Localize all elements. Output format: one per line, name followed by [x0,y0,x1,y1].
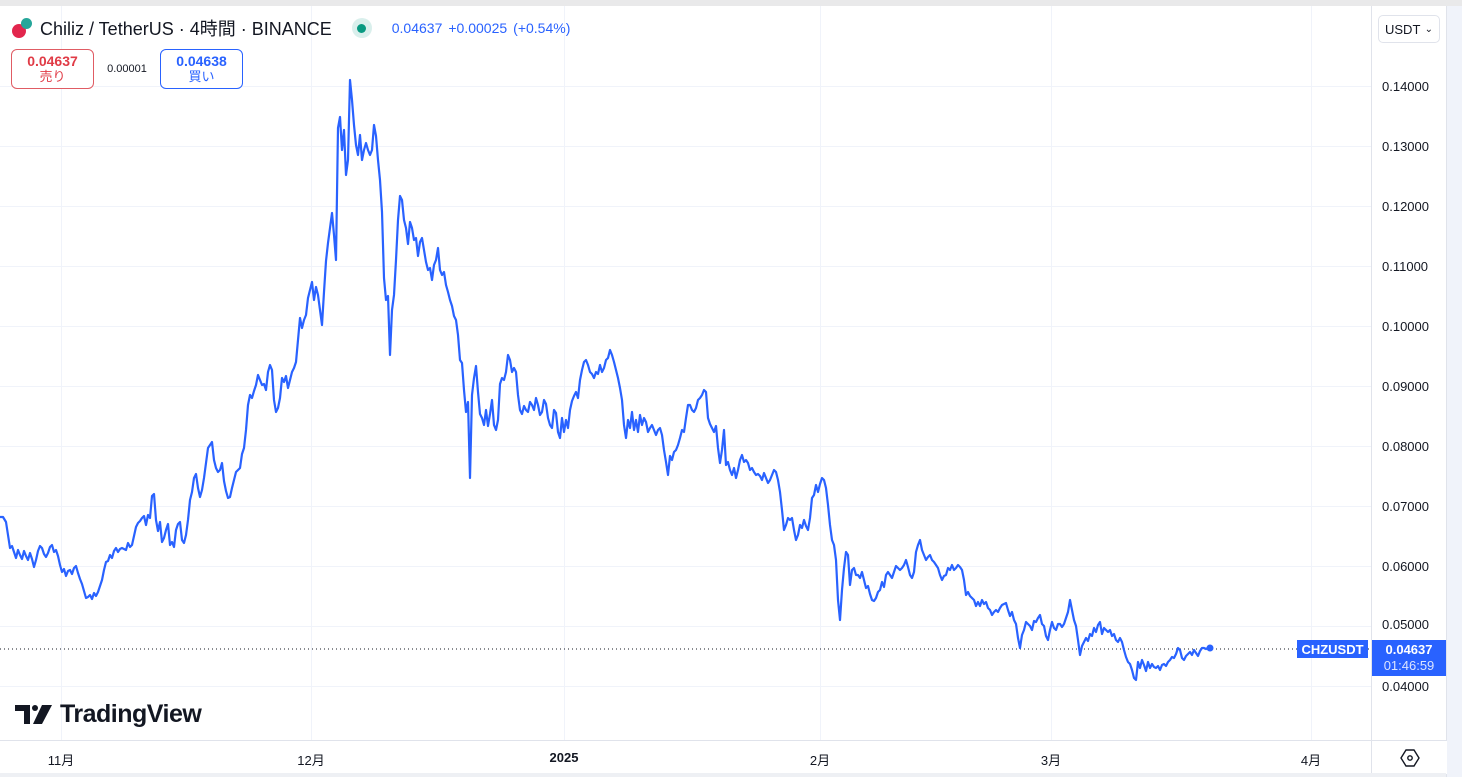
chart-pane[interactable] [0,6,1371,740]
chart-settings-corner [1371,740,1447,774]
time-label: 11月 [47,753,75,768]
last-price: 0.04637 [391,20,443,36]
spread-value: 0.00001 [107,63,147,75]
price-label: 0.11000 [1382,259,1429,274]
currency-select[interactable]: USDT ⌄ [1378,15,1440,43]
price-label: 0.08000 [1382,439,1429,454]
chevron-down-icon: ⌄ [1424,23,1433,35]
current-price: 0.04637 [1385,642,1433,657]
price-label: 0.13000 [1382,139,1429,154]
price-label: 0.14000 [1382,79,1429,94]
price-label: 0.09000 [1382,379,1429,394]
tradingview-logo[interactable]: TradingView [15,700,202,729]
sell-price: 0.04637 [27,53,78,69]
time-label: 2月 [809,753,831,768]
buy-price: 0.04638 [176,53,227,69]
price-label: 0.10000 [1382,319,1429,334]
time-label: 2025 [549,750,579,765]
bar-countdown: 01:46:59 [1383,658,1435,673]
price-label: 0.05000 [1382,617,1429,632]
trade-buttons: 0.04637 売り 0.00001 0.04638 買い [11,49,243,89]
sell-label: 売り [39,69,66,84]
time-label: 12月 [297,753,325,768]
currency-value: USDT [1385,21,1421,37]
window-top-border [0,0,1462,6]
price-scale[interactable]: USDT ⌄ 0.14000 0.13000 0.12000 0.11000 0… [1371,6,1447,740]
price-line [0,78,1210,682]
price-change-pct: (+0.54%) [513,20,571,36]
tradingview-logo-text: TradingView [60,700,202,728]
last-price-dot [1206,644,1214,652]
price-label: 0.06000 [1382,559,1429,574]
settings-icon[interactable] [1400,748,1420,768]
chiliz-tether-icon [12,17,36,39]
time-axis[interactable]: 11月 12月 2025 2月 3月 4月 [0,740,1371,774]
symbol-legend: Chiliz / TetherUS · 4時間 · BINANCE 0.0463… [12,16,576,40]
price-label: 0.12000 [1382,199,1429,214]
price-chart[interactable] [0,0,1371,740]
bottom-border [0,773,1446,777]
time-label: 4月 [1300,753,1322,768]
right-side-strip [1446,6,1462,777]
buy-button[interactable]: 0.04638 買い [160,49,243,89]
quote-values: 0.04637 +0.00025 (+0.54%) [392,20,577,36]
price-label: 0.04000 [1382,679,1429,694]
symbol-price-label: CHZUSDT [1297,640,1368,658]
tradingview-logo-icon [15,704,52,724]
current-price-tag: 0.04637 01:46:59 [1372,640,1446,676]
sell-button[interactable]: 0.04637 売り [11,49,94,89]
buy-label: 買い [188,69,215,84]
market-status-icon[interactable] [351,18,372,38]
time-label: 3月 [1040,753,1062,768]
price-change: +0.00025 [448,20,508,36]
price-label: 0.07000 [1382,499,1429,514]
symbol-title[interactable]: Chiliz / TetherUS · 4時間 · BINANCE [40,19,332,39]
grid-lines [0,6,1371,740]
